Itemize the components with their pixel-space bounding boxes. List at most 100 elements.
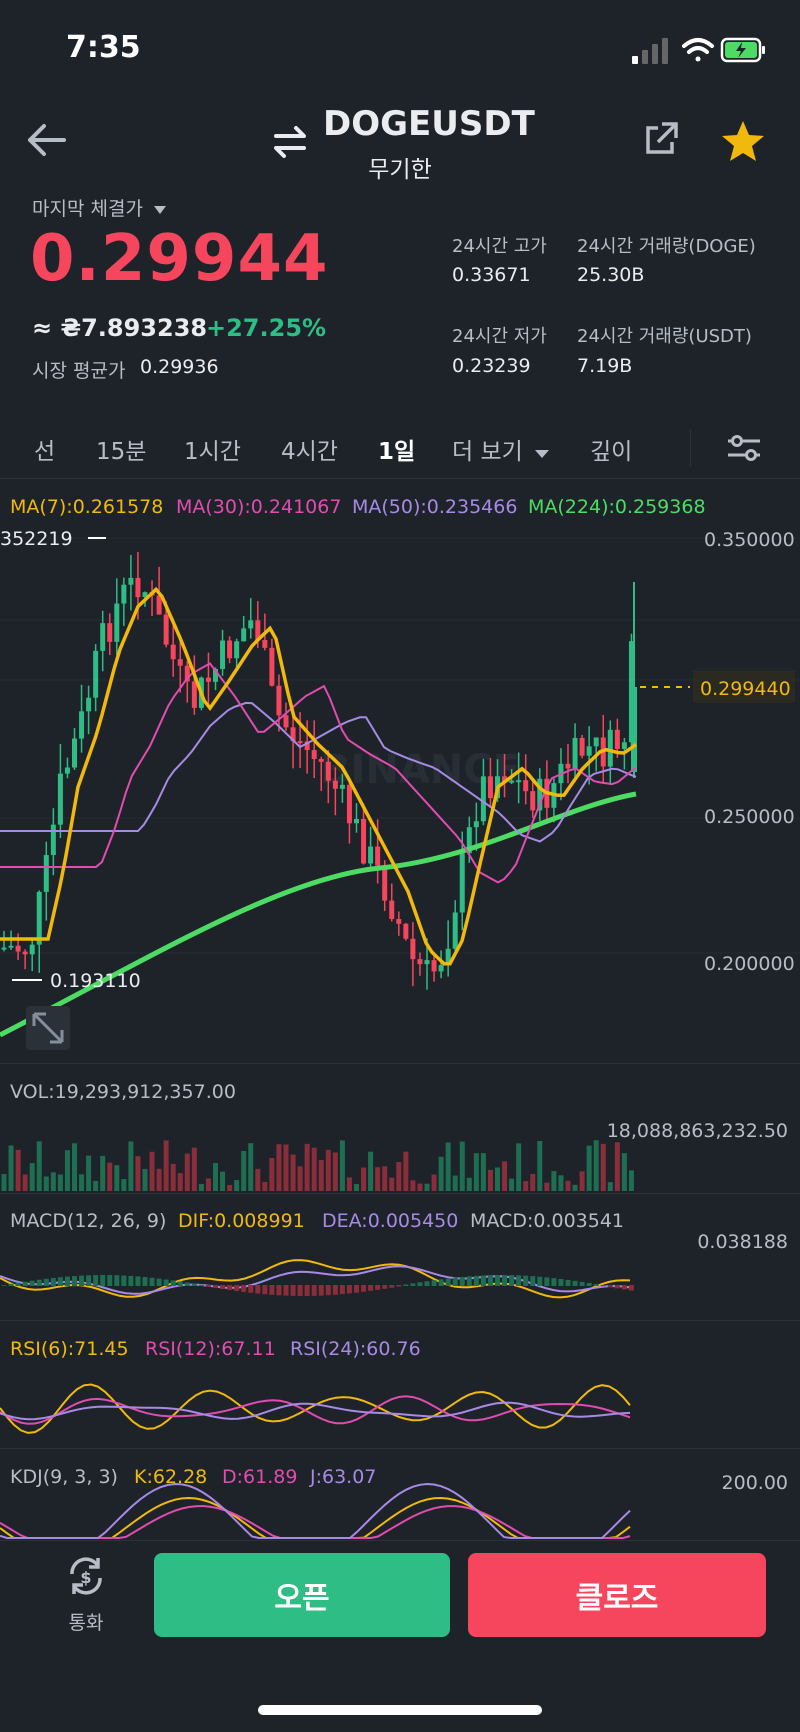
macd-bar bbox=[551, 1278, 557, 1286]
volume-bar bbox=[121, 1179, 127, 1191]
status-time: 7:35 bbox=[66, 30, 141, 65]
currency-switch[interactable]: $ 통화 bbox=[46, 1552, 126, 1642]
candle-body bbox=[318, 759, 324, 762]
candle-body bbox=[29, 944, 35, 955]
candle-body bbox=[107, 623, 113, 642]
swap-icon[interactable] bbox=[272, 122, 308, 162]
volume-bar bbox=[184, 1153, 190, 1191]
macd-bar bbox=[417, 1282, 423, 1286]
star-icon[interactable] bbox=[718, 117, 768, 167]
candle-body bbox=[523, 780, 529, 792]
price-change: +27.25% bbox=[206, 314, 327, 342]
candle-body bbox=[15, 945, 21, 952]
candle-body bbox=[43, 855, 49, 892]
close-button[interactable]: 클로즈 bbox=[468, 1553, 766, 1637]
expand-icon[interactable] bbox=[26, 1006, 70, 1050]
macd-bar bbox=[339, 1285, 345, 1295]
high-label: 352219 bbox=[0, 528, 73, 550]
back-arrow-icon[interactable] bbox=[24, 118, 68, 162]
candle-body bbox=[473, 821, 479, 828]
tab-line[interactable]: 선 bbox=[34, 439, 56, 465]
macd-bar bbox=[304, 1285, 310, 1296]
tab-4h[interactable]: 4시간 bbox=[281, 439, 338, 465]
stat-value: 0.23239 bbox=[452, 355, 531, 377]
candle-body bbox=[184, 665, 190, 682]
volume-bar bbox=[325, 1149, 331, 1191]
volume-bar bbox=[339, 1140, 345, 1191]
volume-bar bbox=[572, 1184, 578, 1191]
volume-bar bbox=[86, 1155, 92, 1191]
candle-body bbox=[396, 919, 402, 924]
candle-body bbox=[79, 711, 85, 739]
candle-body bbox=[417, 959, 423, 965]
volume-bar bbox=[100, 1155, 106, 1191]
tab-1d[interactable]: 1일 bbox=[378, 439, 416, 465]
share-icon[interactable] bbox=[642, 120, 680, 158]
macd-bar bbox=[473, 1275, 479, 1286]
tab-depth[interactable]: 깊이 bbox=[590, 439, 633, 465]
macd-bar bbox=[346, 1285, 352, 1294]
kdj-k-value: K:62.28 bbox=[134, 1466, 208, 1488]
mark-price-label: 시장 평균가 bbox=[32, 360, 126, 382]
candle-body bbox=[631, 687, 637, 772]
macd-bar bbox=[466, 1276, 472, 1286]
candle-body bbox=[135, 577, 141, 598]
volume-bar bbox=[495, 1167, 500, 1191]
macd-bar bbox=[283, 1285, 289, 1296]
volume-bar bbox=[586, 1145, 592, 1191]
candle-body bbox=[466, 827, 472, 854]
candle-body bbox=[163, 614, 169, 645]
macd-bar bbox=[516, 1275, 522, 1286]
wifi-icon bbox=[682, 38, 714, 62]
candle-body bbox=[114, 603, 120, 642]
macd-bar bbox=[191, 1283, 197, 1286]
macd-bar bbox=[410, 1283, 416, 1286]
chart-area[interactable]: BINANCE 0.299440 352219 0.193110 0.35000… bbox=[0, 478, 800, 1540]
macd-bar bbox=[509, 1275, 515, 1286]
candle-body bbox=[191, 681, 197, 708]
macd-bar bbox=[459, 1276, 465, 1286]
volume-bar bbox=[621, 1153, 627, 1191]
volume-bar bbox=[241, 1150, 247, 1191]
volume-bar bbox=[79, 1174, 85, 1191]
last-price-label[interactable]: 마지막 체결가 bbox=[32, 194, 167, 221]
volume-bar bbox=[417, 1183, 423, 1191]
candle-body bbox=[72, 738, 77, 768]
volume-bar bbox=[593, 1140, 599, 1191]
symbol-title[interactable]: DOGEUSDT bbox=[323, 104, 535, 144]
macd-bar bbox=[64, 1276, 70, 1286]
settings-sliders-icon[interactable] bbox=[726, 432, 762, 464]
ma30-legend: MA(30):0.241067 bbox=[176, 496, 342, 518]
battery-icon bbox=[720, 37, 765, 63]
currency-exchange-icon: $ bbox=[70, 1557, 102, 1595]
mark-price: 0.29936 bbox=[140, 356, 219, 378]
macd-dea-value: DEA:0.005450 bbox=[322, 1210, 459, 1232]
candle-body bbox=[276, 685, 282, 716]
tab-more[interactable]: 더 보기 bbox=[452, 432, 550, 466]
macd-bar bbox=[121, 1275, 127, 1286]
candle-body bbox=[487, 776, 493, 799]
macd-bar bbox=[290, 1285, 296, 1296]
volume-bar bbox=[452, 1175, 458, 1191]
stat-label: 24시간 거래량(USDT) bbox=[577, 326, 752, 347]
candle-body bbox=[339, 784, 345, 789]
macd-bar bbox=[403, 1284, 409, 1286]
tab-15m[interactable]: 15분 bbox=[96, 439, 147, 465]
volume-bar bbox=[368, 1151, 374, 1191]
kdj-k-line bbox=[0, 1496, 631, 1539]
macd-bar bbox=[248, 1285, 254, 1293]
macd-bar bbox=[325, 1285, 331, 1296]
volume-bar bbox=[170, 1163, 176, 1191]
volume-bar bbox=[480, 1153, 486, 1191]
open-button[interactable]: 오픈 bbox=[154, 1553, 450, 1637]
volume-bar bbox=[318, 1160, 324, 1191]
candle-body bbox=[255, 620, 261, 640]
macd-bar bbox=[43, 1278, 49, 1286]
ma50-legend: MA(50):0.235466 bbox=[352, 496, 518, 518]
tab-1h[interactable]: 1시간 bbox=[184, 439, 241, 465]
macd-bar bbox=[156, 1278, 162, 1286]
chart-grid bbox=[0, 537, 800, 954]
contract-type: 무기한 bbox=[368, 157, 432, 183]
macd-histogram bbox=[1, 1275, 634, 1296]
volume-bar bbox=[177, 1173, 183, 1191]
